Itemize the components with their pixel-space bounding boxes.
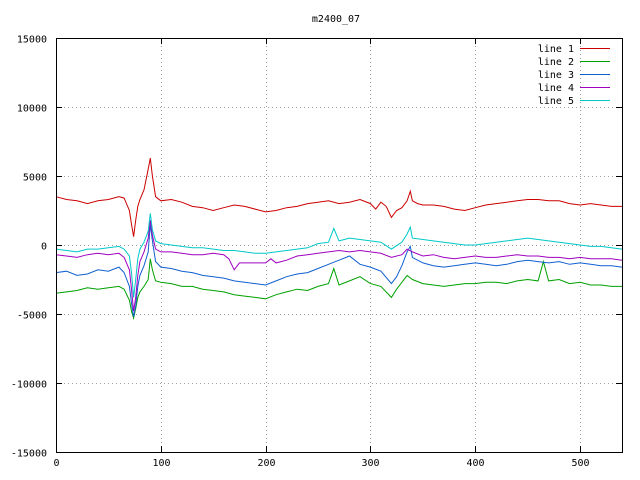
y-tick-label: 15000 [17,35,47,46]
series-line-5 [55,213,623,298]
x-tick-label: 100 [152,458,170,469]
series-line-1 [55,158,622,237]
y-tick-label: -10000 [11,380,47,391]
y-tick-label: -5000 [17,311,47,322]
legend-label-5: line 5 [538,96,574,107]
series-line-3 [55,224,623,317]
axis-ticks: 0 100 200 300 400 500 -15000 -10000 -5000 0 5000 10… [11,35,622,469]
y-tick-label: 5000 [23,173,47,184]
x-tick-label: 200 [257,458,275,469]
series-lines [55,158,623,321]
legend-label-3: line 3 [538,70,574,81]
chart-title: m2400_07 [312,14,360,25]
series-line-2 [55,258,622,321]
legend: line 1 line 2 line 3 line 4 line 5 [538,44,610,107]
series-line-4 [55,220,623,312]
x-tick-label: 500 [571,458,589,469]
x-tick-label: 400 [466,458,484,469]
x-tick-label: 0 [53,458,59,469]
legend-label-1: line 1 [538,44,574,55]
legend-label-2: line 2 [538,57,574,68]
legend-label-4: line 4 [538,83,574,94]
x-tick-label: 300 [361,458,379,469]
y-tick-label: 0 [41,242,47,253]
y-tick-label: -15000 [11,449,47,460]
y-tick-label: 10000 [17,104,47,115]
